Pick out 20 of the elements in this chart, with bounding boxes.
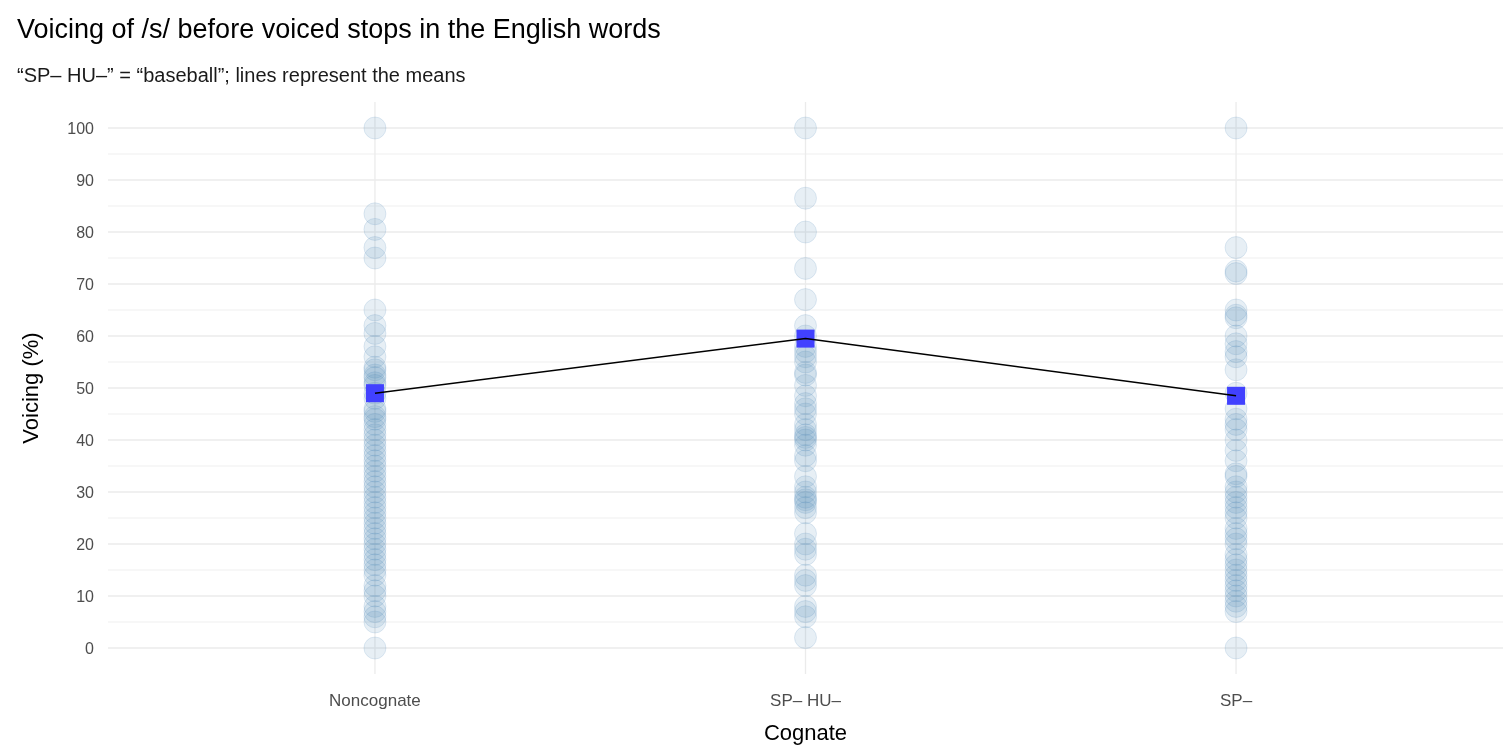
y-tick-label: 90	[76, 171, 95, 189]
chart-title: Voicing of /s/ before voiced stops in the English words	[17, 14, 661, 44]
x-tick-label: SP– HU–	[770, 691, 842, 710]
y-axis-title: Voicing (%)	[18, 332, 43, 444]
y-tick-label: 50	[76, 379, 95, 397]
point	[1227, 386, 1246, 405]
y-tick-label: 100	[67, 119, 95, 137]
x-axis-title: Cognate	[763, 720, 848, 745]
y-tick-label: 10	[76, 587, 95, 605]
x-tick-label: Noncognate	[329, 691, 421, 710]
y-tick-label: 70	[76, 275, 95, 293]
y-tick-label: 40	[76, 431, 95, 449]
y-tick-label: 20	[76, 535, 95, 553]
x-tick-label: SP–	[1219, 691, 1253, 710]
point	[796, 329, 815, 348]
y-tick-label: 30	[76, 483, 95, 501]
y-tick-label: 80	[76, 223, 95, 241]
y-tick-label: 0	[85, 639, 95, 657]
chart-subtitle: “SP– HU–” = “baseball”; lines represent the means	[17, 64, 466, 86]
y-tick-label: 60	[76, 327, 95, 345]
